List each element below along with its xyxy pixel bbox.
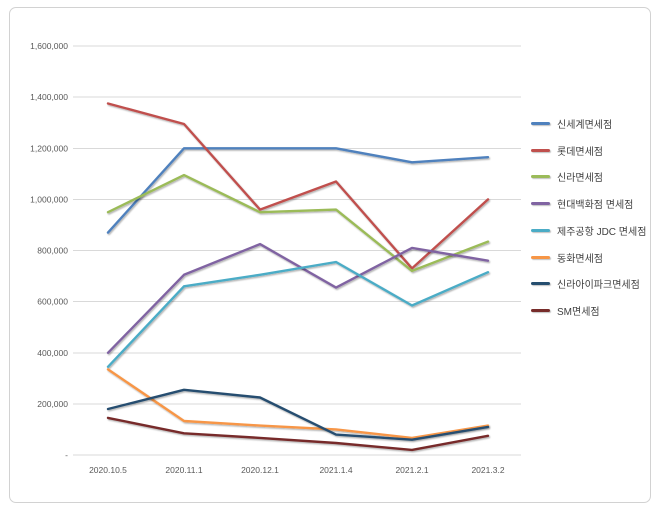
x-axis-label: 2020.10.5	[89, 465, 127, 475]
legend-item-2: 신라면세점	[531, 169, 603, 184]
x-axis-label: 2020.12.1	[241, 465, 279, 475]
y-axis-label: 1,400,000	[30, 92, 68, 102]
legend-label: 제주공항 JDC 면세점	[557, 226, 647, 238]
x-axis-label: 2021.1.4	[319, 465, 352, 475]
y-axis-label: 400,000	[37, 348, 68, 358]
series-line-3	[106, 242, 490, 354]
legend-item-5: 동화면세점	[531, 250, 603, 265]
y-axis-label: 1,600,000	[30, 41, 68, 51]
legend-swatch-icon	[531, 282, 550, 286]
legend-swatch-icon	[531, 202, 550, 206]
legend-swatch-icon	[531, 122, 550, 125]
series-line-7	[106, 416, 490, 452]
y-axis-label: 1,000,000	[30, 194, 68, 204]
legend-label: 동화면세점	[557, 253, 603, 265]
legend-label: SM면세점	[557, 306, 600, 318]
series-line-4	[106, 260, 490, 368]
legend-swatch-icon	[531, 175, 550, 179]
legend-item-0: 신세계면세점	[531, 116, 612, 131]
legend-label: 현대백화점 면세점	[557, 200, 634, 212]
legend-swatch-icon	[531, 255, 550, 259]
legend-label: 신라면세점	[557, 173, 603, 185]
x-axis-label: 2021.2.1	[395, 465, 428, 475]
legend-item-3: 현대백화점 면세점	[531, 196, 633, 211]
y-axis-label: 200,000	[37, 399, 68, 409]
legend-item-6: 신라아이파크면세점	[531, 276, 640, 291]
legend-swatch-icon	[531, 228, 550, 232]
series-line-2	[106, 173, 490, 273]
series-layer	[106, 102, 490, 452]
legend-label: 신라아이파크면세점	[557, 280, 640, 292]
x-axis-label: 2021.3.2	[471, 465, 504, 475]
legend-label: 신세계면세점	[557, 120, 613, 131]
x-axis-label: 2020.11.1	[165, 465, 202, 475]
grid-layer	[73, 45, 521, 456]
series-line-5	[106, 368, 490, 440]
y-axis-label: -	[65, 450, 68, 460]
y-axis-label: 600,000	[37, 297, 68, 307]
y-axis-label: 1,200,000	[30, 143, 68, 153]
legend-swatch-icon	[531, 308, 550, 312]
series-line-6	[106, 388, 490, 441]
legend-item-1: 롯데면세점	[531, 143, 603, 158]
legend-label: 롯데면세점	[557, 146, 603, 158]
series-line-1	[106, 102, 490, 270]
legend-item-4: 제주공항 JDC 면세점	[531, 223, 646, 238]
y-axis-label: 800,000	[37, 246, 68, 256]
legend-item-7: SM면세점	[531, 303, 600, 318]
axis-layer: - 200,000 400,000 600,000 800,000 1,000,000 1,…	[30, 41, 505, 475]
series-line-0	[106, 147, 490, 234]
legend-swatch-icon	[531, 148, 550, 152]
